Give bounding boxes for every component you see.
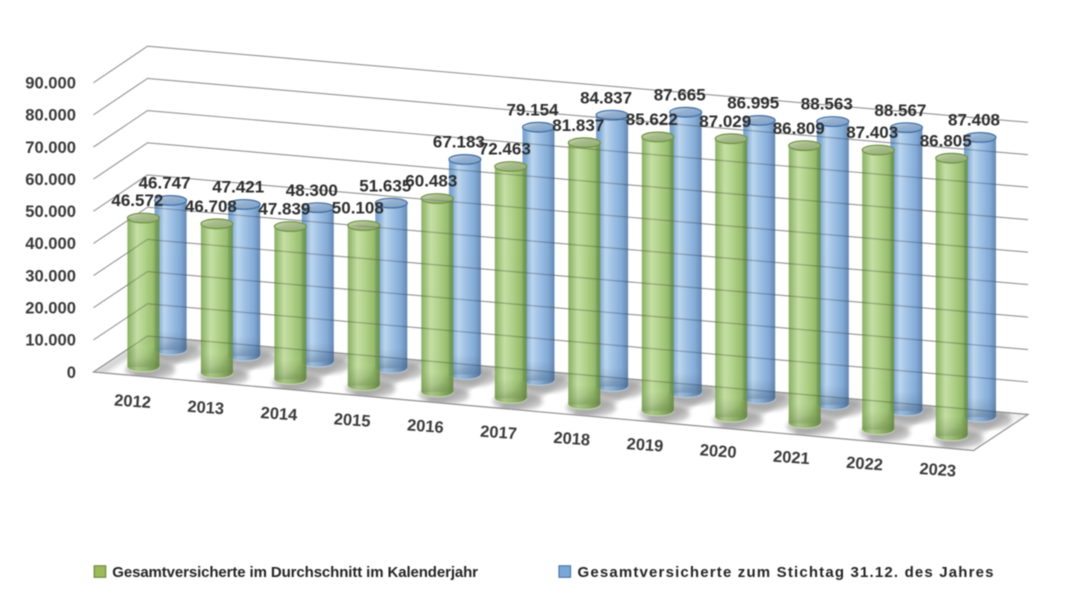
svg-text:70.000: 70.000 <box>25 138 76 157</box>
svg-text:90.000: 90.000 <box>25 74 76 93</box>
svg-text:81.837: 81.837 <box>552 116 604 135</box>
svg-text:48.300: 48.300 <box>286 181 338 200</box>
svg-text:60.000: 60.000 <box>25 170 76 189</box>
svg-text:86.805: 86.805 <box>920 131 972 150</box>
svg-text:Gesamtversicherte zum Stichtag: Gesamtversicherte zum Stichtag 31.12. de… <box>578 564 994 581</box>
svg-text:Gesamtversicherte im Durchschn: Gesamtversicherte im Durchschnitt im Kal… <box>112 564 478 581</box>
svg-text:80.000: 80.000 <box>25 106 76 125</box>
svg-text:2023: 2023 <box>919 460 957 481</box>
svg-text:2016: 2016 <box>406 416 444 437</box>
svg-text:0: 0 <box>67 363 76 382</box>
svg-text:87.403: 87.403 <box>846 123 898 142</box>
svg-text:2015: 2015 <box>333 410 371 431</box>
svg-text:72.463: 72.463 <box>479 140 531 159</box>
svg-text:87.665: 87.665 <box>654 85 706 104</box>
svg-text:2013: 2013 <box>187 398 225 419</box>
svg-text:46.572: 46.572 <box>111 191 163 210</box>
svg-text:2019: 2019 <box>626 435 664 456</box>
svg-text:50.000: 50.000 <box>25 202 76 221</box>
svg-text:86.995: 86.995 <box>727 94 779 113</box>
svg-text:2022: 2022 <box>846 454 884 475</box>
svg-text:2018: 2018 <box>553 429 591 450</box>
svg-text:47.421: 47.421 <box>212 178 264 197</box>
svg-text:30.000: 30.000 <box>25 266 76 285</box>
svg-text:84.837: 84.837 <box>580 88 632 107</box>
svg-text:46.708: 46.708 <box>185 197 237 216</box>
svg-text:87.029: 87.029 <box>699 112 751 131</box>
svg-text:2012: 2012 <box>114 392 152 413</box>
svg-text:86.809: 86.809 <box>773 119 825 138</box>
svg-text:2020: 2020 <box>699 441 737 462</box>
svg-text:40.000: 40.000 <box>25 234 76 253</box>
svg-text:2017: 2017 <box>480 423 518 444</box>
svg-text:88.563: 88.563 <box>801 95 853 114</box>
svg-text:85.622: 85.622 <box>626 110 678 129</box>
svg-text:47.839: 47.839 <box>258 200 310 219</box>
svg-text:88.567: 88.567 <box>874 101 926 120</box>
svg-text:2021: 2021 <box>772 448 810 469</box>
svg-text:20.000: 20.000 <box>25 299 76 318</box>
svg-text:46.747: 46.747 <box>139 174 191 193</box>
svg-text:87.408: 87.408 <box>948 111 1000 130</box>
svg-text:67.183: 67.183 <box>433 133 485 152</box>
svg-text:10.000: 10.000 <box>25 331 76 350</box>
svg-text:79.154: 79.154 <box>507 100 560 119</box>
svg-text:50.108: 50.108 <box>332 199 384 218</box>
svg-text:2014: 2014 <box>260 404 299 425</box>
svg-text:51.635: 51.635 <box>359 176 411 195</box>
svg-text:60.483: 60.483 <box>405 172 457 191</box>
